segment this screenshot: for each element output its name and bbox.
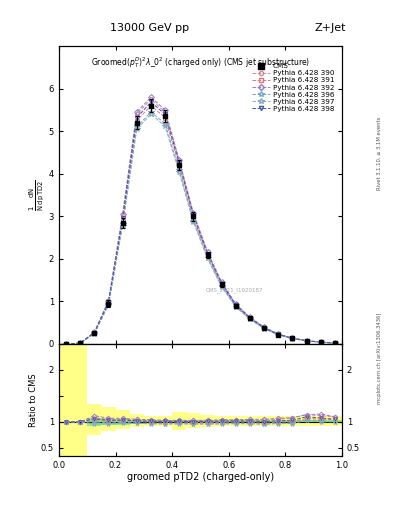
X-axis label: groomed pTD2 (charged-only): groomed pTD2 (charged-only)	[127, 472, 274, 482]
Y-axis label: Ratio to CMS: Ratio to CMS	[29, 373, 38, 426]
Text: CMS_2021_I1920187: CMS_2021_I1920187	[206, 288, 263, 293]
Text: 13000 GeV pp: 13000 GeV pp	[110, 23, 189, 33]
Text: Rivet 3.1.10, ≥ 3.1M events: Rivet 3.1.10, ≥ 3.1M events	[377, 117, 382, 190]
Legend: CMS, Pythia 6.428 390, Pythia 6.428 391, Pythia 6.428 392, Pythia 6.428 396, Pyt: CMS, Pythia 6.428 390, Pythia 6.428 391,…	[250, 61, 336, 113]
Y-axis label: $\frac{1}{\rm N}\frac{{\rm d}N}{{\rm d}\,{\rm pTD2}}$: $\frac{1}{\rm N}\frac{{\rm d}N}{{\rm d}\…	[27, 179, 46, 211]
Text: Groomed$(p_T^D)^2\lambda\_0^2$ (charged only) (CMS jet substructure): Groomed$(p_T^D)^2\lambda\_0^2$ (charged …	[91, 55, 310, 70]
Text: mcplots.cern.ch [arXiv:1306.3436]: mcplots.cern.ch [arXiv:1306.3436]	[377, 313, 382, 404]
Text: Z+Jet: Z+Jet	[314, 23, 346, 33]
